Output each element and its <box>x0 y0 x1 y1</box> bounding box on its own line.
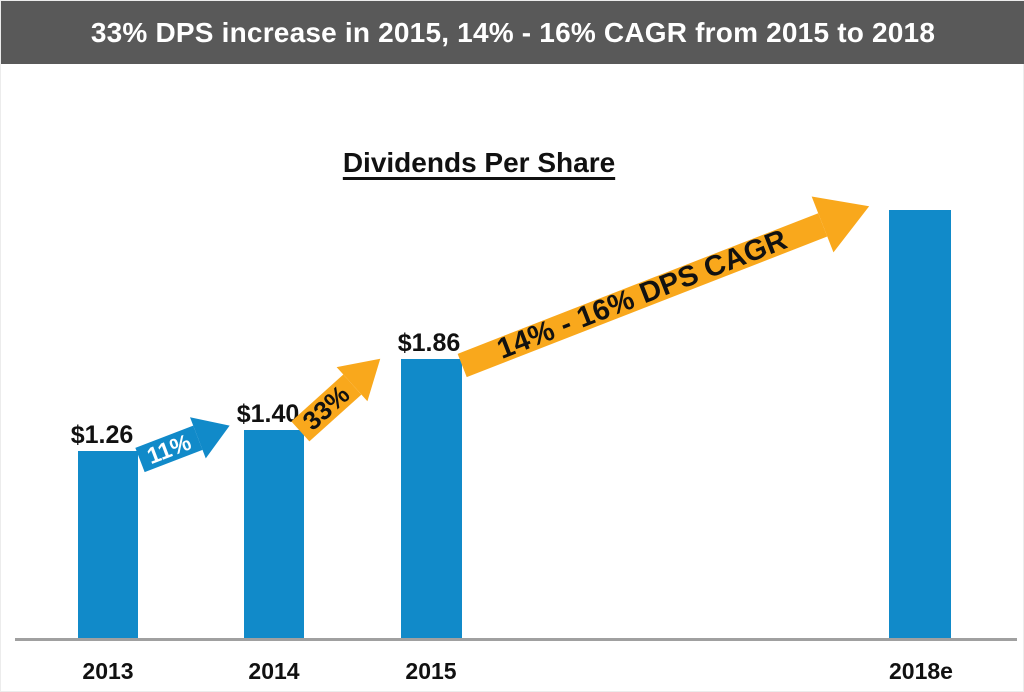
bar-value-label-2013: $1.26 <box>70 421 134 449</box>
growth-arrow-11pct: 11% <box>132 405 238 480</box>
growth-arrow-33pct-label: 33% <box>296 379 356 437</box>
arrow-head-icon <box>811 178 881 253</box>
bar-2018e <box>889 210 951 639</box>
bar-value-label-2014: $1.40 <box>236 400 300 428</box>
x-tick-2015: 2015 <box>405 658 457 684</box>
cagr-arrow: 14% - 16% DPS CAGR <box>451 178 881 393</box>
bar-value-label-2015: $1.86 <box>397 329 461 357</box>
growth-arrow-11pct-label: 11% <box>143 428 195 469</box>
banner: 33% DPS increase in 2015, 14% - 16% CAGR… <box>1 1 1024 64</box>
bar-2015 <box>401 359 462 639</box>
arrow-shaft: 14% - 16% DPS CAGR <box>457 212 828 377</box>
growth-arrow-33pct: 33% <box>285 341 396 448</box>
chart-title: Dividends Per Share <box>342 147 616 178</box>
cagr-arrow-label: 14% - 16% DPS CAGR <box>492 223 792 366</box>
x-tick-2018e: 2018e <box>889 658 953 684</box>
arrow-shaft: 33% <box>290 374 362 442</box>
bar-2013 <box>78 451 138 639</box>
x-tick-2014: 2014 <box>248 658 300 684</box>
bar-2014 <box>244 430 304 639</box>
banner-title: 33% DPS increase in 2015, 14% - 16% CAGR… <box>90 16 936 48</box>
x-axis-line <box>15 638 1017 641</box>
x-tick-2013: 2013 <box>82 658 134 684</box>
